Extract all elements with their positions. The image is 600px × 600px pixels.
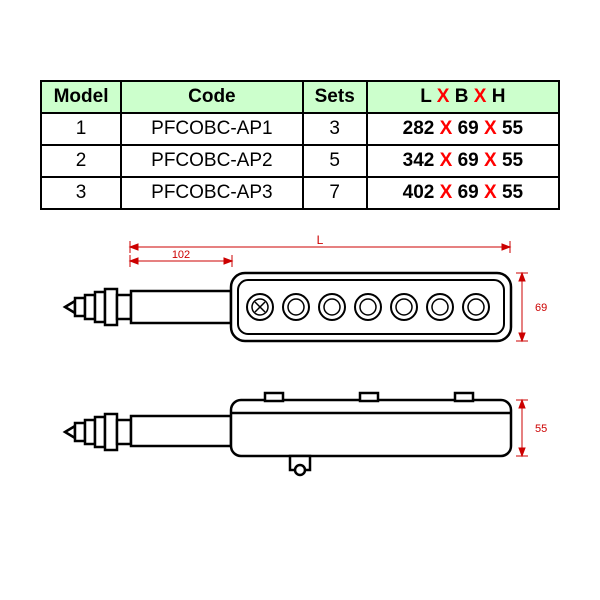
cell-code: PFCOBC-AP2: [121, 145, 303, 177]
cell-code: PFCOBC-AP3: [121, 177, 303, 209]
table-header-row: Model Code Sets L X B X H: [41, 81, 559, 113]
table-row: 2PFCOBC-AP25342 X 69 X 55: [41, 145, 559, 177]
dim-69-label: 69: [535, 302, 547, 314]
cell-model: 3: [41, 177, 121, 209]
cell-dim: 342 X 69 X 55: [367, 145, 559, 177]
cell-sets: 5: [303, 145, 367, 177]
table-row: 3PFCOBC-AP37402 X 69 X 55: [41, 177, 559, 209]
dim-line-69: [516, 273, 528, 341]
technical-drawing: L 102: [60, 235, 560, 515]
cell-sets: 3: [303, 113, 367, 145]
spec-table: Model Code Sets L X B X H 1PFCOBC-AP1328…: [40, 80, 560, 210]
side-view: [65, 393, 511, 475]
dim-55-label: 55: [535, 423, 547, 435]
dim-L-label: L: [317, 235, 324, 247]
header-dimensions: L X B X H: [367, 81, 559, 113]
dim-102-label: 102: [172, 249, 190, 261]
cell-code: PFCOBC-AP1: [121, 113, 303, 145]
cell-model: 2: [41, 145, 121, 177]
header-model: Model: [41, 81, 121, 113]
cell-dim: 402 X 69 X 55: [367, 177, 559, 209]
dim-line-55: [516, 400, 528, 456]
cell-sets: 7: [303, 177, 367, 209]
table-row: 1PFCOBC-AP13282 X 69 X 55: [41, 113, 559, 145]
spec-table-container: Model Code Sets L X B X H 1PFCOBC-AP1328…: [40, 80, 560, 210]
cell-dim: 282 X 69 X 55: [367, 113, 559, 145]
header-code: Code: [121, 81, 303, 113]
table-body: 1PFCOBC-AP13282 X 69 X 552PFCOBC-AP25342…: [41, 113, 559, 209]
cell-model: 1: [41, 113, 121, 145]
header-sets: Sets: [303, 81, 367, 113]
